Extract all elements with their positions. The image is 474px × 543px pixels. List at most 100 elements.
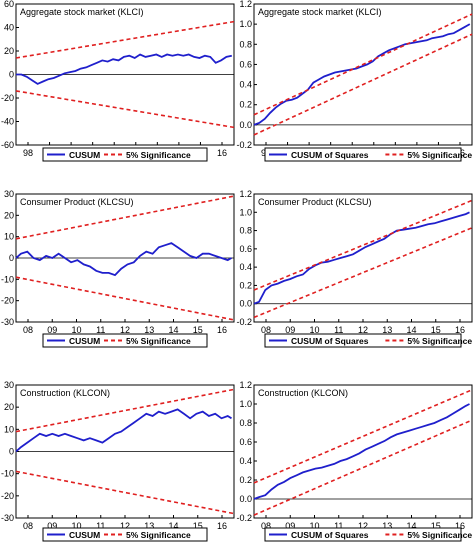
panel-title: Construction (KLCON) — [258, 388, 348, 398]
y-tick-label: 0.4 — [239, 80, 252, 90]
y-tick-label: 0.8 — [239, 418, 252, 428]
lower-significance-line — [253, 33, 473, 136]
panel-title: Consumer Product (KLCSU) — [20, 197, 134, 207]
legend-box — [42, 527, 208, 542]
legend-box — [42, 147, 208, 162]
y-tick-label: -0.2 — [236, 317, 252, 327]
x-tick-label: 09 — [285, 325, 295, 335]
y-tick-label: 30 — [4, 189, 14, 199]
y-tick-label: 0 — [9, 447, 14, 457]
y-tick-label: 0.6 — [239, 59, 252, 69]
x-tick-label: 10 — [71, 325, 81, 335]
legend-label-cusum: CUSUM — [69, 530, 100, 540]
y-tick-label: 20 — [4, 46, 14, 56]
x-tick-label: 08 — [261, 521, 271, 531]
y-tick-label: 10 — [4, 232, 14, 242]
y-tick-label: 1.0 — [239, 207, 252, 217]
legend-label-significance: 5% Significance — [126, 336, 191, 346]
y-tick-label: 20 — [4, 210, 14, 220]
y-tick-label: 30 — [4, 380, 14, 390]
y-tick-label: 1.0 — [239, 19, 252, 29]
x-tick-label: 12 — [120, 521, 130, 531]
legend-label-significance: 5% Significance — [407, 150, 472, 160]
plot-frame — [253, 3, 473, 146]
x-tick-label: 09 — [47, 325, 57, 335]
y-tick-label: 0.6 — [239, 437, 252, 447]
x-tick-label: 11 — [96, 325, 105, 335]
legend-label-significance: 5% Significance — [126, 150, 191, 160]
x-tick-label: 08 — [23, 521, 33, 531]
x-tick-label: 10 — [309, 521, 319, 531]
cusum-series-line — [253, 211, 470, 305]
y-tick-label: -40 — [1, 117, 14, 127]
y-tick-label: 1.2 — [239, 0, 252, 9]
y-tick-label: 1.2 — [239, 380, 252, 390]
lower-significance-line — [15, 276, 235, 321]
y-tick-label: 60 — [4, 0, 14, 9]
legend-box — [264, 147, 462, 162]
y-tick-label: -0.2 — [236, 513, 252, 523]
panel-title: Aggregate stock market (KLCI) — [258, 7, 382, 17]
x-tick-label: 16 — [455, 325, 465, 335]
cusum-series-line — [253, 23, 471, 126]
x-tick-label: 13 — [382, 325, 392, 335]
x-tick-label: 16 — [455, 521, 465, 531]
lower-significance-line — [253, 419, 473, 516]
x-tick-label: 16 — [217, 325, 227, 335]
legend-label-significance: 5% Significance — [407, 530, 472, 540]
legend-box — [264, 527, 462, 542]
x-tick-label: 16 — [217, 521, 227, 531]
y-tick-label: 0.8 — [239, 226, 252, 236]
y-tick-label: 1.0 — [239, 399, 252, 409]
x-tick-label: 10 — [71, 521, 81, 531]
y-tick-label: 0.8 — [239, 39, 252, 49]
legend-label-cusum: CUSUM — [69, 150, 100, 160]
upper-significance-line — [15, 195, 235, 240]
x-tick-label: 12 — [120, 325, 130, 335]
y-tick-label: -10 — [1, 469, 14, 479]
y-tick-label: -20 — [1, 491, 14, 501]
upper-significance-line — [15, 388, 235, 433]
y-tick-label: -10 — [1, 274, 14, 284]
y-tick-label: -60 — [1, 140, 14, 150]
x-tick-label: 15 — [431, 521, 441, 531]
y-tick-label: 0.6 — [239, 244, 252, 254]
lower-significance-line — [253, 227, 473, 319]
legend-box — [264, 333, 462, 348]
x-tick-label: 10 — [309, 325, 319, 335]
y-tick-label: 0.0 — [239, 299, 252, 309]
x-tick-label: 12 — [358, 521, 368, 531]
x-tick-label: 14 — [168, 521, 178, 531]
y-tick-label: 20 — [4, 402, 14, 412]
y-tick-label: 0.2 — [239, 100, 252, 110]
upper-significance-line — [253, 199, 473, 291]
panel-title: Construction (KLCON) — [20, 388, 110, 398]
upper-significance-line — [15, 20, 235, 59]
y-tick-label: -30 — [1, 317, 14, 327]
y-tick-label: 0.4 — [239, 456, 252, 466]
lower-significance-line — [15, 470, 235, 515]
x-tick-label: 15 — [193, 325, 203, 335]
cusum-series-line — [15, 408, 232, 453]
legend-label-cusum: CUSUM — [69, 336, 100, 346]
panel-title: Consumer Product (KLCSU) — [258, 197, 372, 207]
x-tick-label: 11 — [334, 521, 343, 531]
y-tick-label: 0 — [9, 70, 14, 80]
cusum-series-line — [15, 242, 232, 277]
y-tick-label: 40 — [4, 23, 14, 33]
chart-panel-6: 1.2 1.0 0.8 0.6 0.4 0.2 0.0 -0.2 08 09 10 11 12 13 14 1… — [236, 380, 473, 542]
cusum-series-line — [16, 53, 232, 85]
y-tick-label: -20 — [1, 296, 14, 306]
y-tick-label: 10 — [4, 424, 14, 434]
legend-label-significance: 5% Significance — [407, 336, 472, 346]
plot-frame — [253, 193, 473, 323]
legend-label-cusum: CUSUM of Squares — [291, 336, 369, 346]
x-tick-label: 14 — [406, 521, 416, 531]
chart-panel-2: 1.21.00.80.60.40.20.0-0.2980002040608101… — [236, 0, 473, 162]
legend-box — [42, 333, 208, 348]
x-tick-label: 16 — [217, 148, 227, 158]
y-tick-label: 0.2 — [239, 280, 252, 290]
x-tick-label: 14 — [406, 325, 416, 335]
chart-panel-5: 30 20 10 0 -10 -20 -30 08 09 10 11 12 13 14 15 16 Constr… — [1, 380, 235, 542]
